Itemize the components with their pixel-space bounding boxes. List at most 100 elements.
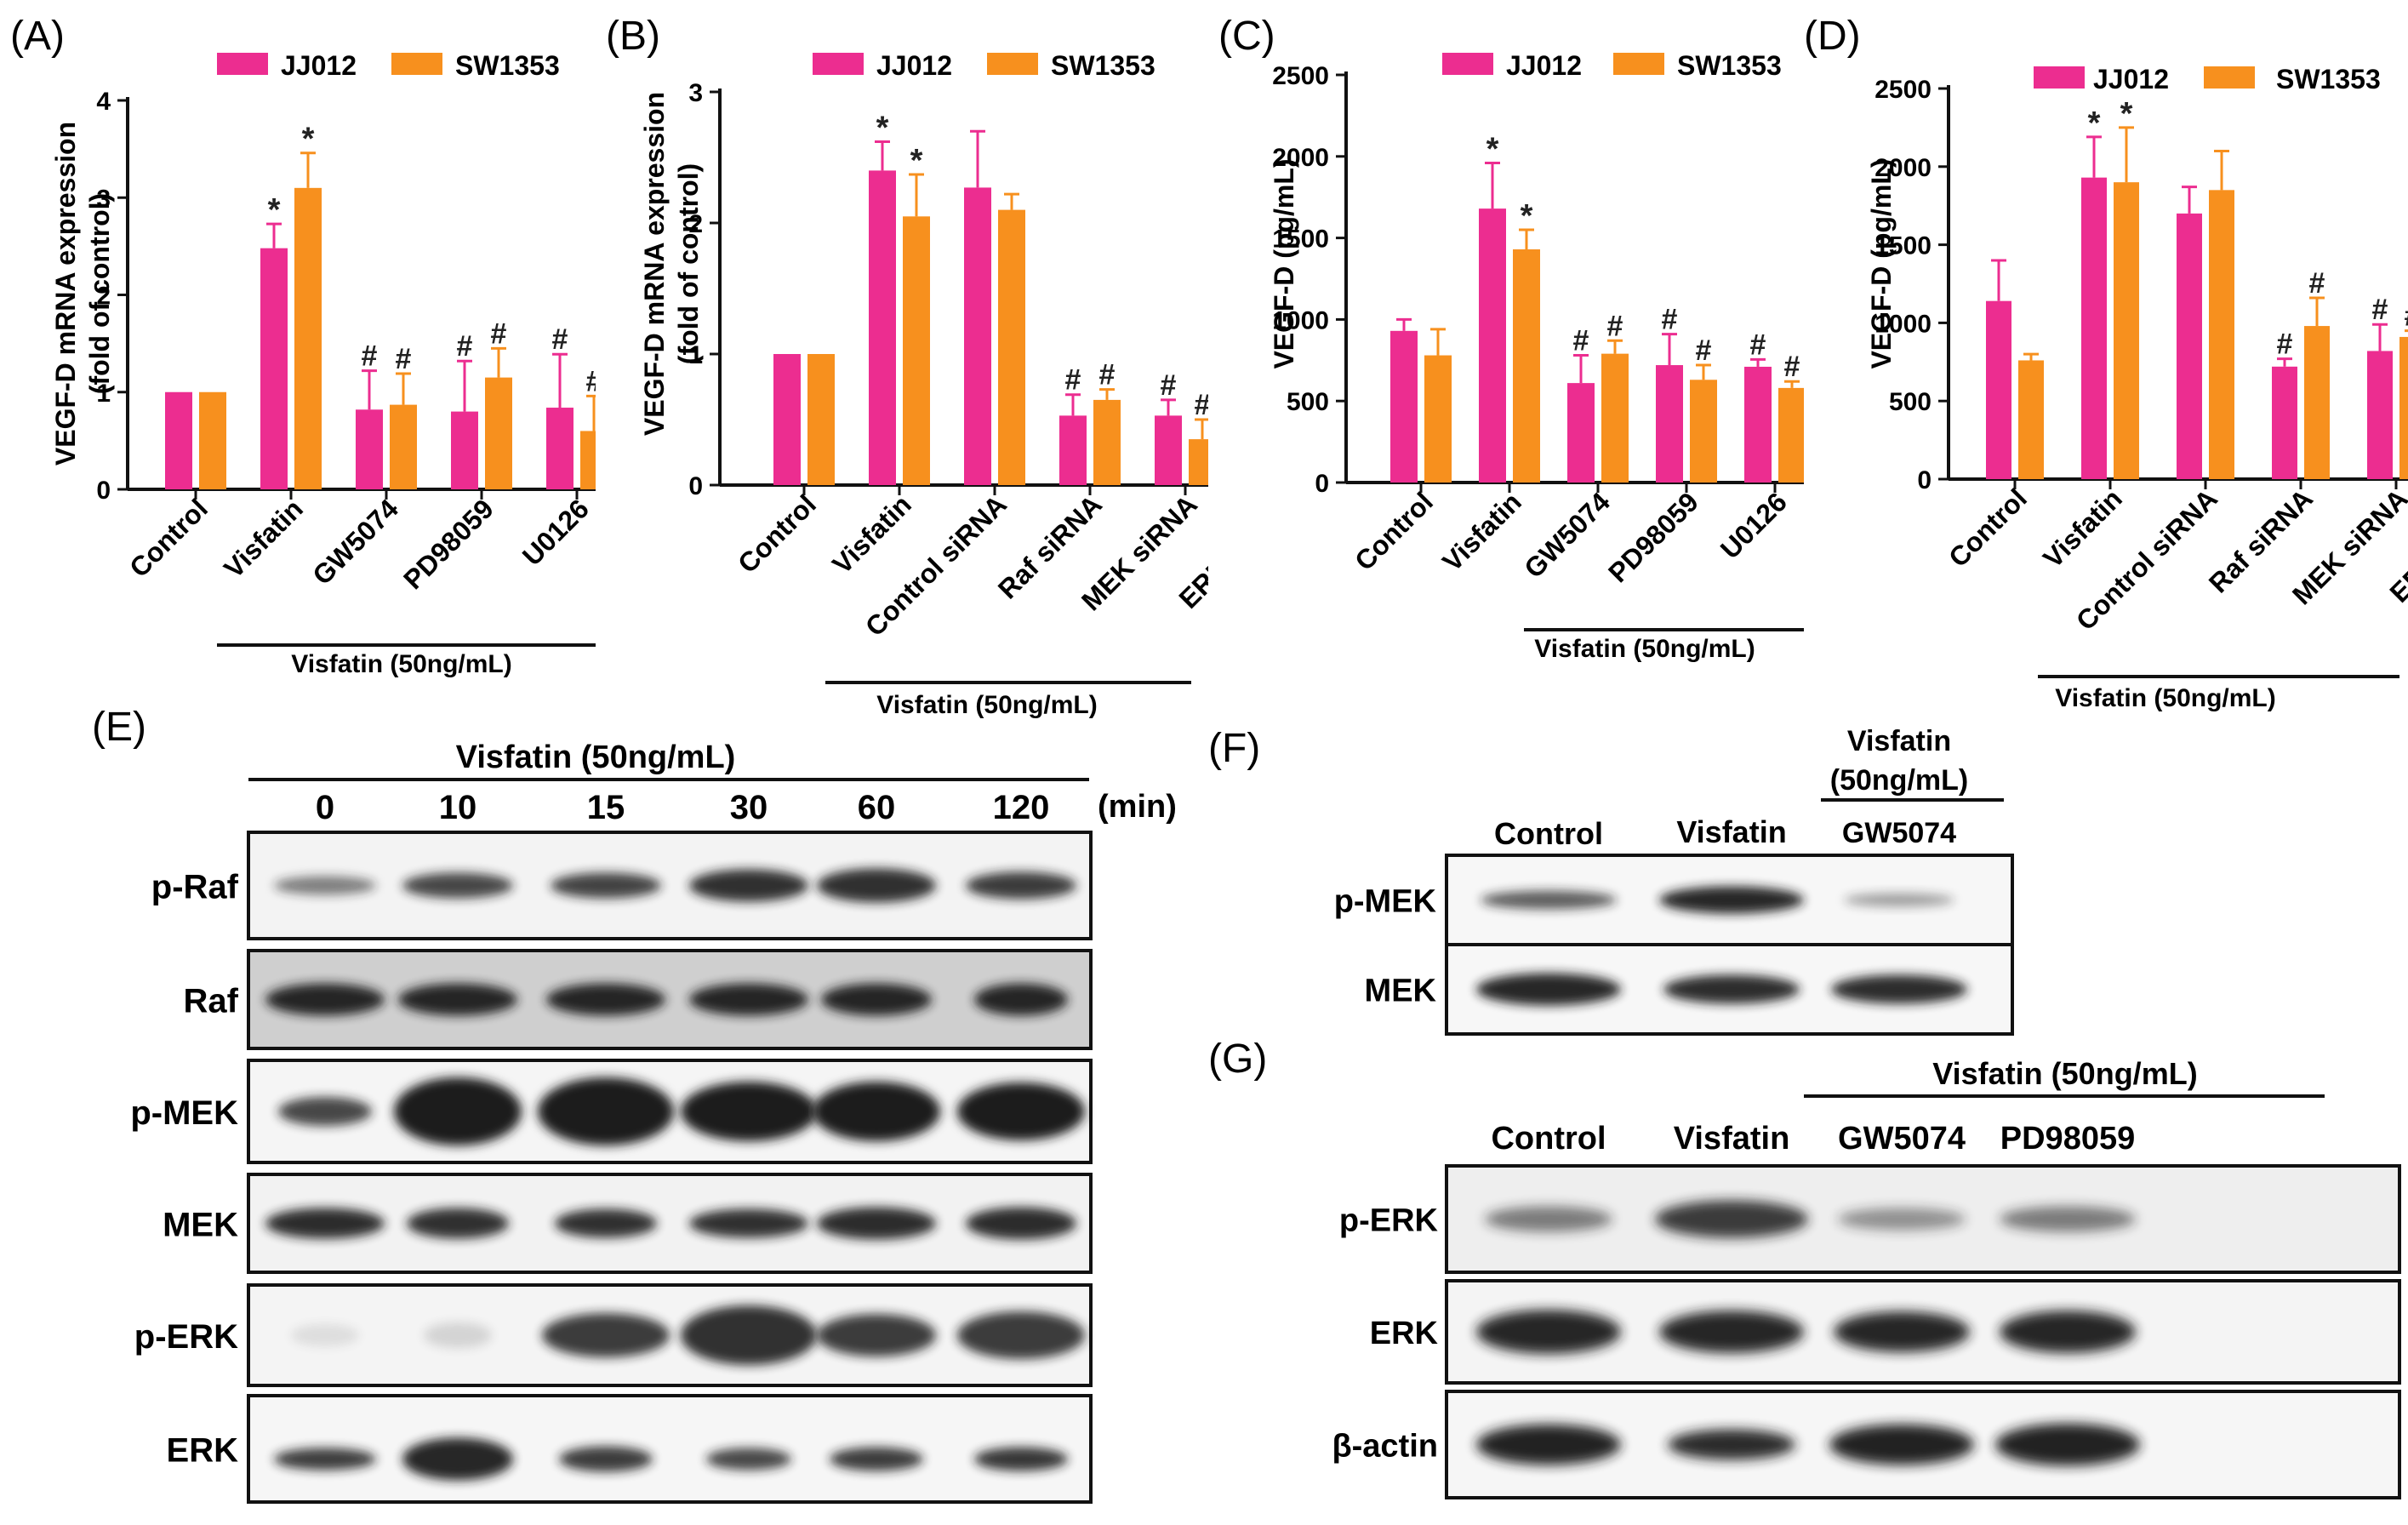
bar bbox=[485, 377, 512, 489]
protein-band bbox=[407, 1208, 509, 1239]
y-tick-label: 2 bbox=[96, 283, 111, 311]
legend-swatch-jj012 bbox=[813, 53, 864, 75]
significance-mark: * bbox=[268, 192, 281, 228]
significance-mark: # bbox=[1573, 325, 1589, 357]
significance-mark: # bbox=[586, 365, 596, 397]
protein-band bbox=[1659, 1311, 1804, 1353]
bar bbox=[1479, 208, 1506, 483]
chart-d: (D) JJ012 SW1353 VEGF-D (pg/mL) 0 500 1000… bbox=[1804, 14, 2408, 712]
significance-mark: # bbox=[457, 330, 473, 363]
y-tick-label: 1 bbox=[96, 380, 111, 408]
y-tick-label: 2500 bbox=[1874, 76, 1932, 104]
bracket-label-c: Visfatin (50ng/mL) bbox=[1534, 635, 1755, 663]
blot-row-label: p-ERK bbox=[1339, 1203, 1439, 1239]
legend-label-jj012: JJ012 bbox=[876, 50, 952, 81]
legend-label-jj012: JJ012 bbox=[281, 50, 357, 81]
blot-membrane bbox=[247, 1283, 1093, 1387]
protein-band bbox=[1834, 1311, 1970, 1352]
bar bbox=[1601, 353, 1629, 483]
panel-g: (G) Visfatin (50ng/mL) Control Visfatin GW… bbox=[1208, 1037, 2408, 1521]
bar bbox=[451, 411, 478, 489]
significance-mark: # bbox=[1696, 334, 1712, 367]
bar bbox=[546, 408, 573, 489]
x-tick-label: PD98059 bbox=[397, 493, 499, 595]
significance-mark: # bbox=[2372, 294, 2388, 326]
blot-row-label: ERK bbox=[1370, 1316, 1439, 1351]
protein-band bbox=[974, 1447, 1068, 1471]
bar bbox=[1513, 249, 1540, 483]
significance-mark: # bbox=[2405, 300, 2408, 333]
protein-band bbox=[542, 1313, 670, 1357]
y-axis-label-a-1: VEGF-D mRNA expression bbox=[50, 122, 81, 465]
blot-row-label: MEK bbox=[1365, 974, 1437, 1009]
bar bbox=[2304, 326, 2330, 479]
bar bbox=[1059, 415, 1087, 485]
y-tick-label: 0 bbox=[1917, 466, 1932, 494]
bar bbox=[2209, 190, 2234, 479]
x-tick-label: Control bbox=[732, 488, 822, 579]
protein-band bbox=[1655, 1200, 1808, 1238]
bar bbox=[2367, 351, 2393, 479]
panel-label-g: (G) bbox=[1208, 1038, 1267, 1082]
y-tick-label: 2000 bbox=[1874, 154, 1932, 182]
y-tick-label: 4 bbox=[96, 88, 111, 116]
blot-row-label: p-MEK bbox=[1334, 884, 1437, 920]
protein-band bbox=[1838, 1208, 1966, 1231]
time-label: 15 bbox=[587, 789, 625, 826]
protein-band bbox=[813, 1082, 940, 1141]
time-labels-e: 0 10 15 30 60 120 bbox=[316, 789, 1050, 826]
protein-band bbox=[402, 1437, 513, 1481]
x-tick-label: GW5074 bbox=[1518, 486, 1616, 584]
significance-mark: # bbox=[1161, 369, 1177, 402]
bar bbox=[356, 409, 383, 489]
significance-mark: # bbox=[1662, 304, 1678, 336]
panel-b: (B) JJ012 SW1353 VEGF-D mRNA expression … bbox=[596, 0, 1342, 732]
chart-c: (C) JJ012 SW1353 VEGF-D (pg/mL) 0 500 1000… bbox=[1218, 14, 1836, 663]
bar bbox=[869, 170, 896, 485]
protein-band bbox=[265, 1208, 385, 1239]
protein-band bbox=[278, 1097, 372, 1126]
y-tick-label: 1500 bbox=[1272, 226, 1329, 254]
protein-band bbox=[681, 1305, 817, 1365]
panel-label-f: (F) bbox=[1208, 726, 1260, 771]
y-tick-label: 1000 bbox=[1874, 310, 1932, 338]
bar bbox=[964, 187, 991, 486]
blot-row-label: p-MEK bbox=[130, 1094, 238, 1132]
protein-band bbox=[706, 1448, 791, 1471]
time-label: 60 bbox=[858, 789, 896, 826]
protein-band bbox=[402, 872, 513, 899]
protein-band bbox=[1659, 886, 1804, 914]
col-label: GW5074 bbox=[1838, 1121, 1966, 1157]
y-tick-label: 500 bbox=[1889, 388, 1932, 416]
protein-band bbox=[817, 1314, 936, 1357]
protein-band bbox=[966, 871, 1076, 900]
bar bbox=[1690, 380, 1717, 483]
treatment-label-g: Visfatin (50ng/mL) bbox=[1932, 1056, 2197, 1091]
bar bbox=[1424, 355, 1452, 483]
protein-band bbox=[974, 983, 1068, 1016]
protein-band bbox=[817, 1207, 936, 1240]
bar bbox=[1656, 365, 1683, 483]
significance-mark: * bbox=[1521, 198, 1533, 234]
blot-rows-f: p-MEK MEK bbox=[1334, 854, 2014, 1036]
chart-a: (A) JJ012 SW1353 VEGF-D mRNA expression … bbox=[10, 14, 638, 678]
x-tick-label: Control bbox=[1349, 486, 1439, 576]
blot-row-label: p-ERK bbox=[134, 1318, 238, 1356]
legend-d: JJ012 SW1353 bbox=[2034, 64, 2381, 94]
significance-mark: # bbox=[1784, 351, 1800, 383]
protein-band bbox=[1844, 893, 1954, 907]
protein-band bbox=[274, 876, 376, 895]
col-labels-g: Control Visfatin GW5074 PD98059 bbox=[1491, 1121, 2135, 1157]
blot-f: (F) Control Visfatin Visfatin (50ng/mL) … bbox=[1208, 725, 2014, 1036]
x-tick-label: U0126 bbox=[1715, 486, 1793, 564]
col-label-gw5074: GW5074 bbox=[1842, 817, 1956, 849]
significance-mark: * bbox=[1486, 131, 1499, 167]
bar bbox=[1390, 330, 1418, 483]
time-label: 30 bbox=[730, 789, 768, 826]
protein-band bbox=[394, 1077, 522, 1145]
significance-mark: * bbox=[2120, 96, 2133, 132]
significance-mark: # bbox=[1065, 364, 1081, 397]
y-tick-label: 2500 bbox=[1272, 62, 1329, 90]
protein-band bbox=[265, 983, 385, 1016]
bar bbox=[2177, 213, 2202, 479]
